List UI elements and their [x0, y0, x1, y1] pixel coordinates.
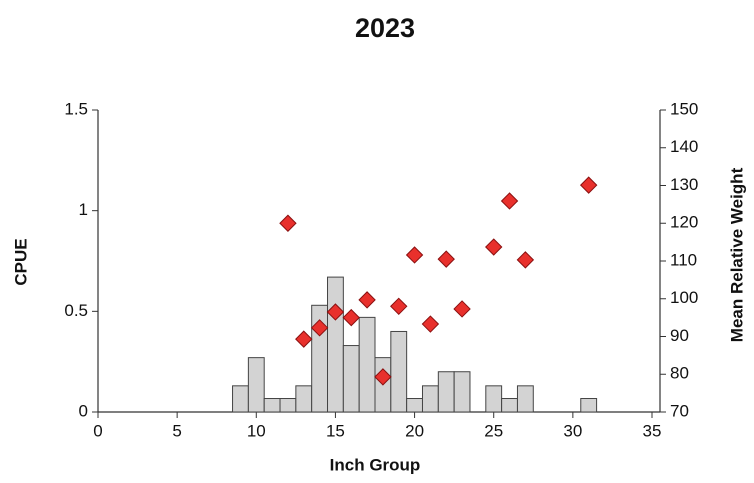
bar	[516, 385, 534, 413]
bar	[421, 385, 439, 413]
y2-axis-label: Mean Relative Weight	[727, 167, 746, 342]
bar	[437, 371, 455, 413]
bar	[580, 398, 598, 413]
bar	[358, 316, 376, 413]
x-tick-label: 10	[247, 421, 266, 440]
y2-tick-label: 80	[670, 364, 689, 383]
y2-tick-label: 140	[670, 137, 698, 156]
y-tick-label: 1.5	[64, 99, 88, 118]
point	[437, 250, 455, 268]
point	[579, 176, 598, 194]
bar	[485, 385, 503, 413]
y-axis-label: CPUE	[11, 238, 30, 285]
chart-title: 2023	[355, 13, 415, 43]
bar	[247, 357, 265, 413]
y2-tick-label: 110	[670, 250, 697, 269]
bar	[406, 398, 423, 413]
point	[405, 246, 424, 264]
y2-tick-label: 100	[670, 288, 698, 307]
y2-tick-label: 90	[670, 326, 689, 345]
point	[310, 319, 329, 337]
y-tick-label: 0.5	[64, 301, 88, 320]
x-tick-label: 0	[93, 421, 102, 440]
point	[342, 308, 360, 327]
point	[358, 291, 376, 309]
point	[374, 368, 392, 386]
bar	[453, 371, 471, 413]
x-tick-label: 35	[643, 421, 662, 440]
point	[326, 303, 345, 321]
x-tick-label: 30	[563, 421, 582, 440]
x-tick-label: 5	[172, 421, 181, 440]
bar	[232, 385, 249, 413]
bar	[263, 398, 281, 413]
y-tick-label: 1	[79, 200, 88, 219]
y2-tick-label: 150	[670, 99, 698, 118]
point	[453, 300, 471, 318]
y2-tick-label: 120	[670, 213, 698, 232]
bar	[295, 385, 313, 413]
x-tick-label: 15	[326, 421, 345, 440]
bar	[501, 398, 518, 413]
bar	[279, 398, 297, 413]
point	[516, 251, 535, 269]
y2-tick-label: 130	[670, 175, 698, 194]
point	[421, 315, 440, 333]
x-tick-label: 25	[484, 421, 503, 440]
bar	[390, 330, 408, 413]
y2-tick-label: 70	[670, 401, 689, 420]
point	[279, 214, 297, 232]
point	[485, 238, 503, 256]
point	[390, 297, 408, 316]
x-axis-label: Inch Group	[330, 455, 421, 474]
bar	[342, 345, 360, 413]
point	[295, 330, 313, 348]
point	[500, 192, 519, 210]
x-tick-label: 20	[405, 421, 424, 440]
bar	[327, 276, 344, 413]
y-tick-label: 0	[79, 401, 88, 420]
